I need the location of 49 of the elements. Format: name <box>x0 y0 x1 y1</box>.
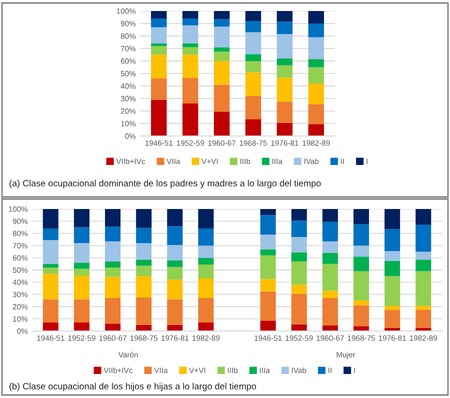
bar <box>214 112 230 136</box>
bar <box>182 78 198 104</box>
bar <box>182 47 198 55</box>
bar <box>214 11 230 20</box>
text: (a) Clase ocupacional dominante de los padres y madres a lo largo del tiempo <box>10 180 321 188</box>
bar <box>214 61 230 85</box>
bar <box>182 44 198 48</box>
bar <box>308 59 324 68</box>
bar <box>308 67 324 84</box>
bar <box>245 61 262 72</box>
bar <box>151 100 167 136</box>
bar <box>151 18 167 28</box>
bar <box>276 34 293 58</box>
bar <box>182 104 198 136</box>
bar <box>308 24 324 38</box>
bar <box>182 18 198 26</box>
bar <box>308 11 324 24</box>
bar <box>245 96 262 120</box>
bar <box>276 78 293 102</box>
bar <box>245 32 262 54</box>
bar <box>214 47 230 52</box>
bar <box>245 21 262 32</box>
bar <box>308 37 324 60</box>
bar <box>308 84 324 104</box>
text: (b) Clase ocupacional de los hijos e hijas a lo largo del tiempo <box>10 382 256 392</box>
bar <box>214 26 230 48</box>
bar <box>245 11 262 21</box>
bar <box>276 11 293 22</box>
bar <box>214 19 230 27</box>
bar <box>151 46 167 55</box>
bar <box>151 27 167 44</box>
bar <box>151 54 167 78</box>
bar <box>276 58 293 66</box>
bar <box>245 54 262 61</box>
bar <box>182 11 198 18</box>
bar <box>182 54 198 78</box>
bar <box>151 11 167 18</box>
bar <box>276 22 293 34</box>
bar <box>308 124 324 136</box>
bar <box>245 119 262 136</box>
bar <box>245 72 262 96</box>
bar <box>276 65 293 78</box>
bar <box>151 78 167 100</box>
bar <box>276 102 293 123</box>
bar <box>276 122 293 136</box>
bar <box>308 104 324 124</box>
bar <box>182 25 198 44</box>
bar <box>214 84 230 112</box>
bar <box>214 52 230 61</box>
